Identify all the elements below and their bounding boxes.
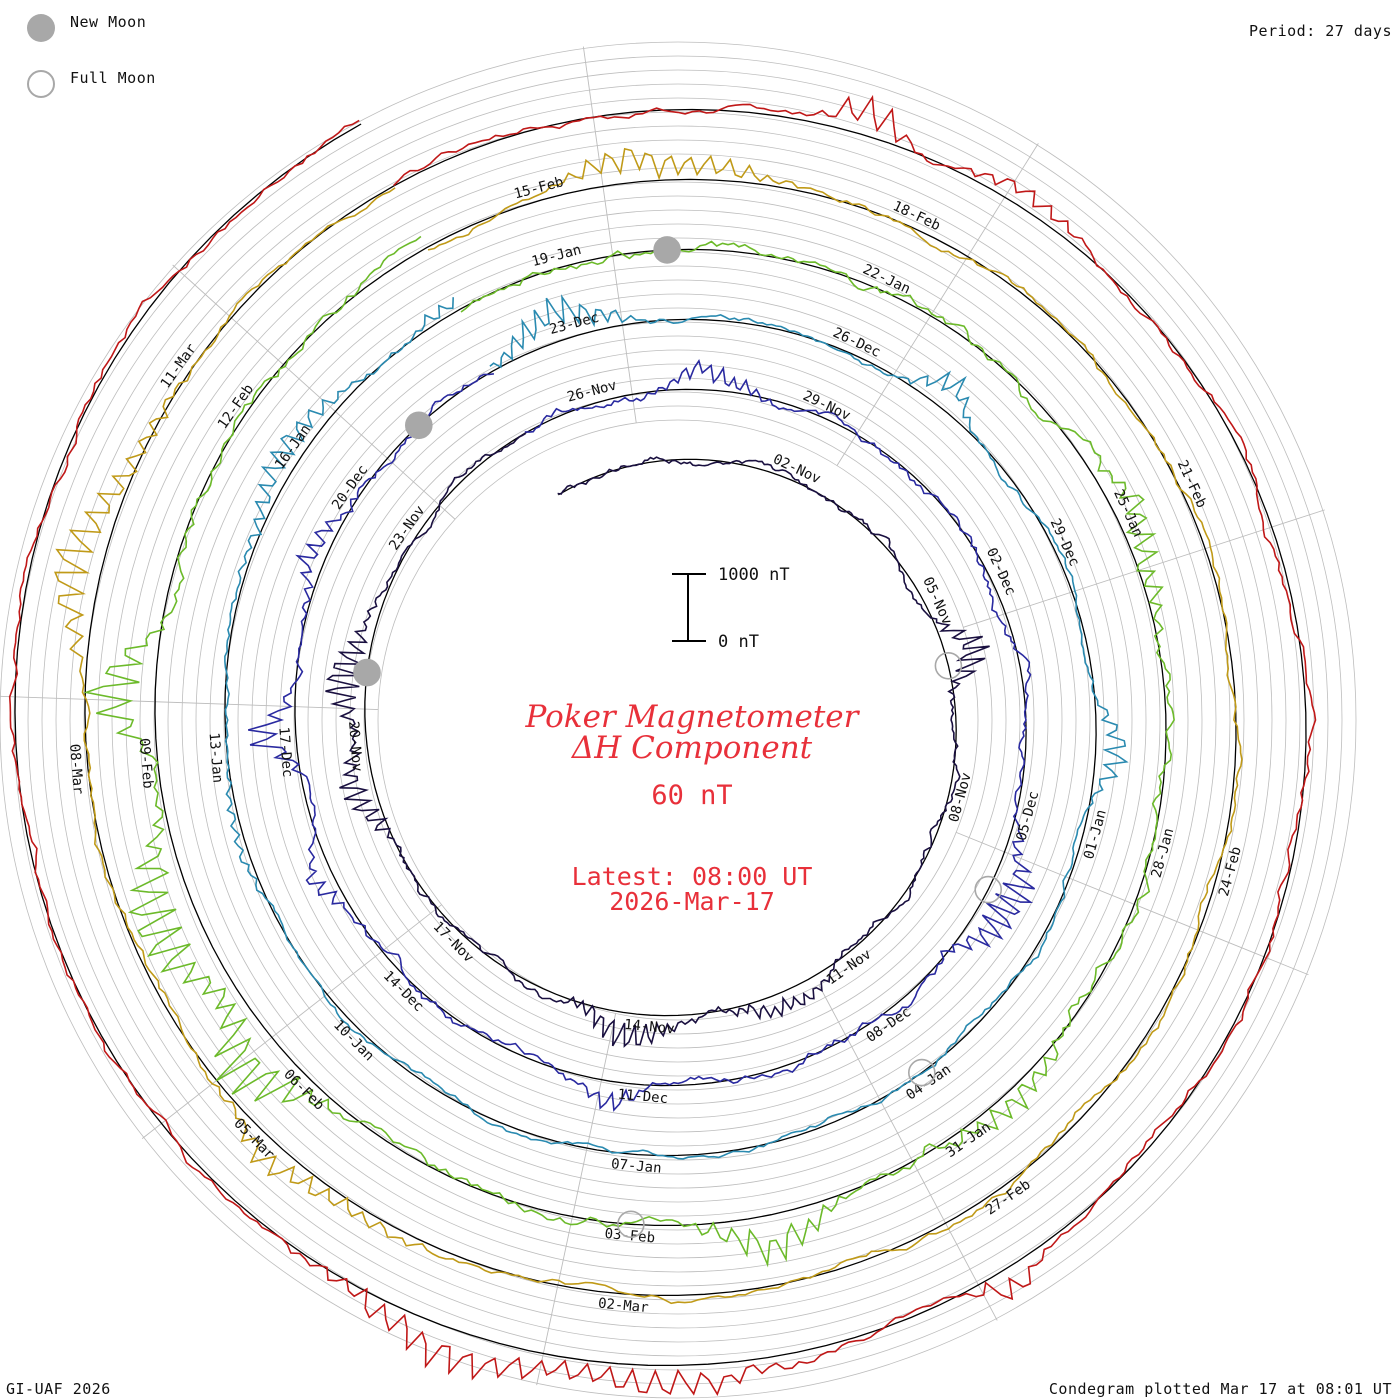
date-label: 07-Jan xyxy=(610,1156,662,1177)
grid-ring xyxy=(265,307,1091,1133)
date-label: 20-Nov xyxy=(345,721,365,773)
day-spoke xyxy=(955,831,1309,976)
date-label: 26-Nov xyxy=(566,377,619,405)
grid-ring xyxy=(41,83,1315,1357)
date-label: 05-Dec xyxy=(1014,789,1043,842)
date-label: 28-Jan xyxy=(1149,826,1178,879)
date-label: 08-Mar xyxy=(66,743,86,795)
day-spoke xyxy=(818,984,998,1321)
series-lines xyxy=(8,94,1317,1397)
period-label: Period: 27 days xyxy=(1249,22,1392,40)
grid-ring xyxy=(111,153,1245,1287)
scale-bar: 1000 nT 0 nT xyxy=(672,565,790,652)
date-label: 02-Dec xyxy=(983,545,1019,598)
date-label: 19-Jan xyxy=(530,242,583,270)
grid-ring xyxy=(363,405,993,1035)
scale-bottom-label: 0 nT xyxy=(718,632,759,652)
date-label: 25-Jan xyxy=(1110,487,1146,540)
grid-ring xyxy=(55,97,1301,1343)
baseline-path xyxy=(14,108,1307,1367)
new-moon-legend-icon xyxy=(27,14,55,42)
spiral-baseline xyxy=(14,108,1307,1367)
current-value: 60 nT xyxy=(651,780,732,811)
grid-ring xyxy=(237,279,1119,1161)
grid-ring xyxy=(139,181,1217,1259)
footer-left: GI-UAF 2026 xyxy=(6,1380,111,1398)
grid-ring xyxy=(349,391,1007,1049)
day-spoke xyxy=(0,695,379,710)
day-spoke xyxy=(582,46,637,423)
full-moon-marker xyxy=(617,1210,645,1239)
date-label: 17-Dec xyxy=(275,726,295,778)
date-label: 01-Jan xyxy=(1081,808,1110,861)
latest-time: Latest: 08:00 UT xyxy=(572,862,813,891)
date-label: 13-Jan xyxy=(205,732,225,784)
day-spoke xyxy=(536,1013,617,1386)
full-moon-legend-icon xyxy=(27,70,55,98)
date-label: 14-Nov xyxy=(623,1017,675,1038)
date-label: 23-Dec xyxy=(548,310,601,338)
date-label: 11-Dec xyxy=(617,1086,669,1107)
grid-ring xyxy=(0,41,1357,1399)
scale-top-label: 1000 nT xyxy=(718,565,790,585)
day-spoke xyxy=(172,264,456,520)
day-spoke xyxy=(836,143,1039,466)
new-moon-legend-label: New Moon xyxy=(70,13,147,31)
grid-ring xyxy=(153,195,1203,1245)
date-label: 15-Feb xyxy=(512,174,565,202)
series-line-rotation-2 xyxy=(247,359,1036,1112)
series-line-rotation-3 xyxy=(224,294,1129,1160)
date-label: 09-Feb xyxy=(136,738,156,790)
full-moon-marker xyxy=(907,1058,936,1087)
day-spoke xyxy=(963,509,1325,628)
grid-ring xyxy=(167,209,1189,1231)
full-moon-marker xyxy=(934,651,963,680)
date-label: 02-Mar xyxy=(597,1296,649,1317)
day-spoke xyxy=(141,904,442,1140)
date-label: 03-Feb xyxy=(604,1226,656,1247)
date-label: 08-Nov xyxy=(946,771,975,824)
moon-markers xyxy=(353,236,1003,1239)
center-title: Poker Magnetometer ΔH Component 60 nT La… xyxy=(525,699,861,916)
series-line-rotation-5 xyxy=(53,147,1243,1305)
full-moon-marker xyxy=(974,875,1003,904)
grid-ring xyxy=(377,419,979,1021)
footer-right: Condegram plotted Mar 17 at 08:01 UT xyxy=(1048,1380,1392,1398)
full-moon-legend-label: Full Moon xyxy=(70,69,156,87)
new-moon-marker xyxy=(653,236,681,264)
title-line-2: ΔH Component xyxy=(571,730,813,766)
grid-ring xyxy=(83,125,1273,1315)
new-moon-marker xyxy=(353,658,381,687)
new-moon-marker xyxy=(404,411,433,440)
grid-ring xyxy=(125,167,1231,1273)
date-label: 05-Nov xyxy=(919,575,955,628)
grid-ring xyxy=(321,363,1035,1077)
title-line-1: Poker Magnetometer xyxy=(525,699,861,735)
grid-ring xyxy=(307,349,1049,1091)
latest-date: 2026-Mar-17 xyxy=(609,887,775,916)
grid-ring xyxy=(293,335,1063,1105)
grid-ring xyxy=(97,139,1259,1301)
series-line-rotation-4 xyxy=(83,235,1175,1268)
grid-ring xyxy=(195,237,1161,1203)
date-label: 24-Feb xyxy=(1216,845,1245,898)
date-label: 29-Dec xyxy=(1047,516,1083,569)
grid-ring xyxy=(223,265,1133,1175)
series-line-rotation-6 xyxy=(8,94,1317,1397)
series-line-rotation-1 xyxy=(325,432,990,1048)
grid-ring xyxy=(13,55,1343,1385)
date-label: 21-Feb xyxy=(1174,458,1210,511)
grid-ring xyxy=(335,377,1021,1063)
